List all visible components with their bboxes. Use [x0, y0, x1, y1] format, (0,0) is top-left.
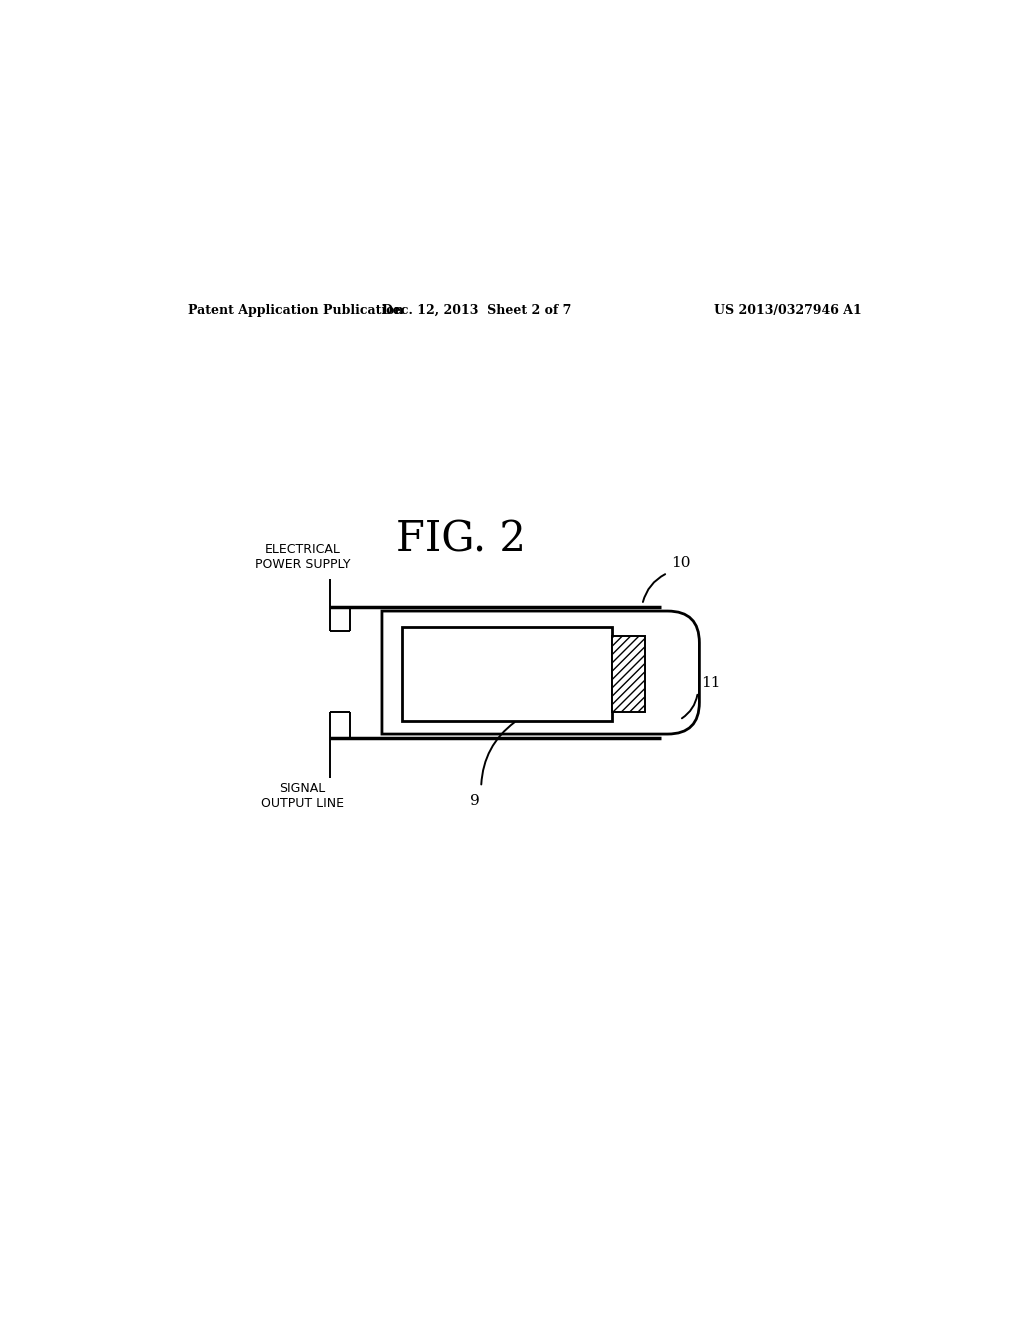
Text: 11: 11	[701, 676, 721, 690]
PathPatch shape	[382, 611, 699, 734]
Text: 10: 10	[672, 556, 691, 570]
Text: Patent Application Publication: Patent Application Publication	[187, 304, 403, 317]
Bar	[401, 627, 612, 721]
Text: 9: 9	[470, 793, 479, 808]
Bar	[612, 636, 645, 711]
Text: US 2013/0327946 A1: US 2013/0327946 A1	[715, 304, 862, 317]
Text: FIG. 2: FIG. 2	[396, 519, 526, 561]
Text: Dec. 12, 2013  Sheet 2 of 7: Dec. 12, 2013 Sheet 2 of 7	[383, 304, 571, 317]
Text: ELECTRICAL
POWER SUPPLY: ELECTRICAL POWER SUPPLY	[255, 544, 350, 572]
Text: SIGNAL
OUTPUT LINE: SIGNAL OUTPUT LINE	[261, 781, 344, 809]
